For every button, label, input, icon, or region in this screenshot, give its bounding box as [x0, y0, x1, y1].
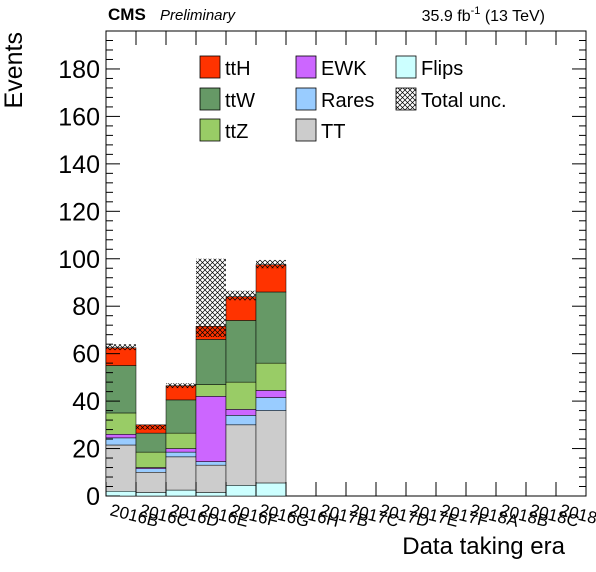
bar-rares-2016F: [225, 415, 257, 426]
bar-rares-2016D: [165, 451, 197, 458]
unc-band-2016E: [196, 258, 226, 338]
bar-ttz-2016F: [225, 381, 257, 410]
unc-band-2016G: [256, 259, 286, 269]
bar-ewk-2016F: [225, 409, 257, 416]
bar-ttw-2016C: [135, 432, 167, 453]
bar-ttw-2016D: [165, 399, 197, 434]
bar-ttz-2016C: [135, 451, 167, 468]
status-label: Preliminary: [160, 7, 237, 24]
bar-ewk-2016B: [105, 434, 137, 439]
y-tick-label: 100: [58, 246, 100, 274]
y-tick-label: 80: [72, 293, 100, 321]
bar-flips-2016F: [225, 485, 257, 497]
y-tick-label: 120: [58, 198, 100, 226]
bar-ewk-2016D: [165, 448, 197, 453]
bar-ewk-2016E: [195, 396, 227, 462]
legend-label: Flips: [421, 58, 463, 80]
y-tick-label: 40: [72, 388, 100, 416]
bar-tt-2016F: [225, 424, 257, 486]
bar-rares-2016G: [255, 397, 287, 411]
unc-band-2016C: [136, 424, 166, 430]
bar-flips-2016E: [195, 492, 227, 497]
y-tick-label: 180: [58, 56, 100, 84]
unc-band-2016F: [226, 290, 256, 301]
legend-swatch-flips: [395, 55, 417, 79]
y-axis-title: Events: [0, 32, 28, 108]
bar-flips-2016B: [105, 491, 137, 497]
legend-label: Rares: [321, 90, 374, 112]
y-tick-label: 0: [86, 483, 100, 511]
bar-ttz-2016E: [195, 384, 227, 397]
bar-tt-2016B: [105, 444, 137, 492]
legend-swatch-ewk: [295, 55, 317, 79]
unc-band-2016B: [106, 344, 136, 351]
bar-ttw-2016G: [255, 291, 287, 364]
legend-label: EWK: [321, 58, 367, 80]
bar-ttw-2016E: [195, 339, 227, 385]
legend-label: TT: [321, 121, 345, 143]
bar-tt-2016G: [255, 410, 287, 484]
bar-tt-2016E: [195, 464, 227, 493]
legend-swatch-tth: [199, 55, 221, 79]
bar-rares-2016C: [135, 468, 167, 473]
bar-ttz-2016B: [105, 412, 137, 435]
y-tick-label: 20: [72, 436, 100, 464]
legend-label: ttH: [225, 58, 251, 80]
bar-ttz-2016G: [255, 362, 287, 391]
lumi-label: 35.9 fb-1 (13 TeV): [422, 5, 545, 25]
bar-ttw-2016F: [225, 320, 257, 383]
experiment-label: CMS: [108, 5, 146, 24]
uncertainty-bands: [106, 258, 286, 430]
y-tick-label: 160: [58, 103, 100, 131]
legend-label: Total unc.: [421, 90, 507, 112]
x-axis-title: Data taking era: [402, 533, 565, 560]
bar-ewk-2016G: [255, 390, 287, 398]
legend: ttH EWK Flips ttW Rares Total unc. ttZ TT: [199, 55, 507, 143]
legend-label: ttW: [225, 90, 255, 112]
legend-swatch-ttz: [199, 118, 221, 142]
bar-flips-2016D: [165, 489, 197, 497]
bar-ttz-2016D: [165, 432, 197, 449]
legend-swatch-ttw: [199, 87, 221, 111]
legend-swatch-rares: [295, 87, 317, 111]
bar-tt-2016D: [165, 456, 197, 491]
y-tick-label: 60: [72, 341, 100, 369]
bar-flips-2016G: [255, 482, 287, 497]
legend-label: ttZ: [225, 121, 248, 143]
y-tick-label: 140: [58, 151, 100, 179]
bar-rares-2016E: [195, 461, 227, 466]
bar-tt-2016C: [135, 472, 167, 493]
bar-flips-2016C: [135, 492, 167, 497]
bar-tth-2016G: [255, 264, 287, 293]
legend-swatch-tt: [295, 118, 317, 142]
legend-swatch-totalunc: [395, 87, 417, 111]
unc-band-2016D: [166, 383, 196, 389]
